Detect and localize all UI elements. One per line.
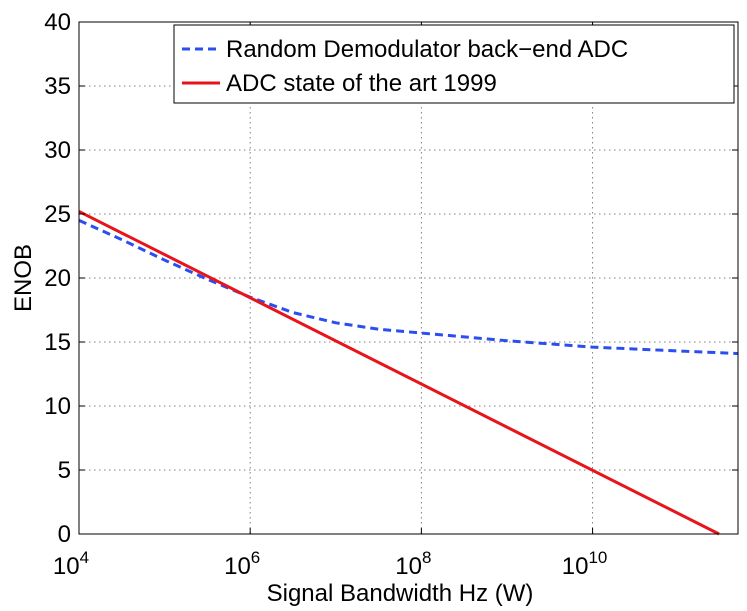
x-tick-label: 104 xyxy=(53,548,89,580)
y-tick-label: 15 xyxy=(44,329,71,356)
y-tick-label: 25 xyxy=(44,201,71,228)
y-axis-label: ENOB xyxy=(10,244,37,312)
y-tick-label: 20 xyxy=(44,265,71,292)
y-tick-label: 5 xyxy=(58,457,71,484)
legend: Random Demodulator back−end ADC ADC stat… xyxy=(173,24,735,104)
x-tick-label: 1010 xyxy=(562,548,608,580)
legend-label-adc-state-of-art: ADC state of the art 1999 xyxy=(226,70,497,97)
tick-layer: 0 5 10 15 20 25 30 35 40 104 106 108 1010 xyxy=(44,9,738,580)
x-axis-label: Signal Bandwidth Hz (W) xyxy=(267,580,534,607)
legend-box xyxy=(173,24,735,104)
series-line-adc-state-of-art xyxy=(78,210,720,536)
legend-label-random-demodulator: Random Demodulator back−end ADC xyxy=(226,36,628,63)
y-tick-label: 0 xyxy=(58,521,71,548)
y-tick-label: 35 xyxy=(44,73,71,100)
y-tick-label: 30 xyxy=(44,137,71,164)
x-tick-label: 106 xyxy=(224,548,260,580)
x-tick-label: 108 xyxy=(395,548,431,580)
y-tick-label: 40 xyxy=(44,9,71,36)
grid-layer xyxy=(79,22,738,534)
y-tick-label: 10 xyxy=(44,393,71,420)
series-layer xyxy=(78,210,739,536)
series-line-random-demodulator xyxy=(78,219,739,356)
